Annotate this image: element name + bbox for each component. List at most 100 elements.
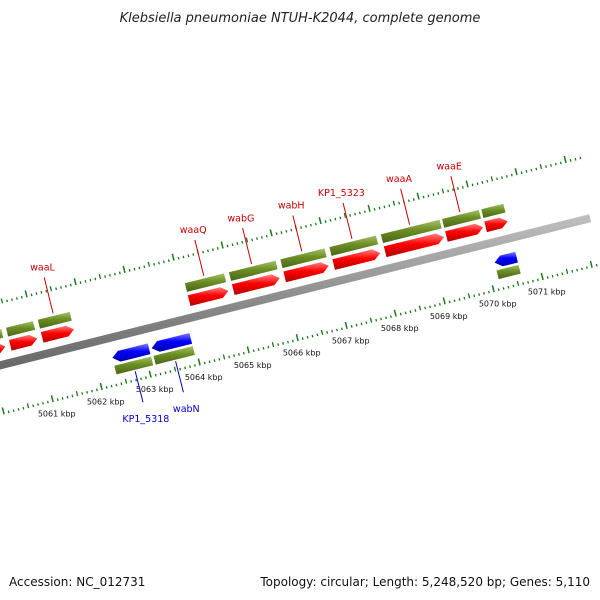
outer-tick [343,212,347,219]
inner-tick [242,351,245,355]
gene-bar[interactable] [442,209,481,228]
gene-bar[interactable] [6,321,36,337]
inner-tick [148,370,152,378]
gene-bar[interactable] [329,235,379,256]
outer-tick [24,290,28,298]
inner-tick [581,267,583,271]
outer-tick [471,183,474,187]
inner-tick [344,321,348,329]
outer-tick [481,181,484,184]
inner-tick [154,373,157,377]
outer-tick [545,165,548,168]
inner-tick [389,315,392,318]
gene-label[interactable]: wabG [227,213,254,224]
cds-reverse-arrow[interactable] [112,343,151,362]
inner-tick [527,280,530,284]
outer-tick [73,278,77,286]
outer-tick [79,281,82,284]
outer-tick [441,188,445,194]
cds-forward-arrow[interactable] [332,249,381,270]
outer-tick [202,250,205,254]
gene-label-leader [342,202,353,240]
inner-tick [56,398,59,402]
gene-labels: KP1_5316waaLKP1_5318wabNwaaQwabGwabHKP1_… [30,161,462,425]
inner-tick [246,346,250,354]
outer-tick [226,244,229,248]
gene-bar[interactable] [184,273,227,292]
kbp-tick-label: 5067 kbp [332,336,370,345]
cds-forward-arrow[interactable] [383,233,444,258]
outer-tick [525,170,528,173]
cds-forward-arrow[interactable] [231,274,280,295]
inner-tick [105,386,108,389]
gene-label[interactable]: wabN [173,404,200,415]
inner-tick [399,312,402,316]
inner-tick [478,293,481,296]
inner-tick [483,291,485,295]
outer-tick [231,243,234,247]
cds-reverse-arrow[interactable] [494,251,518,267]
inner-tick [355,323,358,327]
gene-label[interactable]: waaL [30,263,55,274]
genome-backbone [0,214,592,370]
inner-tick [487,290,490,294]
gene-label-leader [400,188,411,225]
gene-bar[interactable] [153,346,195,365]
inner-tick [306,335,309,339]
gene-label-leader [292,215,303,252]
gene-bar[interactable] [37,311,72,329]
inner-tick [144,376,147,380]
inner-tick [448,300,451,304]
gene-label[interactable]: wabH [278,201,305,212]
cds-forward-arrow[interactable] [187,287,229,306]
inner-tick [42,401,44,405]
gene-bar[interactable] [481,203,506,218]
inner-tick [512,284,515,288]
inner-tick [218,357,221,361]
gene-bar[interactable] [380,219,442,243]
outer-tick [349,214,352,217]
backbone-track [0,214,592,370]
kbp-tick-label: 5069 kbp [430,312,468,321]
gene-bar[interactable] [228,260,278,281]
gene-bar[interactable] [280,248,327,269]
outer-tick [563,155,567,164]
gene-label[interactable]: KP1_5318 [122,414,169,425]
cds-forward-arrow[interactable] [445,223,484,242]
outer-tick [220,241,224,249]
outer-tick [354,212,356,216]
outer-tick [378,206,381,210]
outer-tick [290,228,293,232]
gene-bar[interactable] [0,329,4,344]
inner-tick [61,397,64,400]
inner-tick [159,372,162,376]
cds-reverse-arrow[interactable] [151,333,193,352]
outer-tick [35,292,38,295]
cds-forward-arrow[interactable] [9,334,38,351]
gene-label-leader [175,361,184,393]
outer-tick [339,216,342,220]
outer-tick [109,273,111,277]
gene-label[interactable]: KP1_5323 [318,188,365,199]
gene-label[interactable]: waaA [386,174,412,185]
outer-tick [437,192,440,195]
outer-tick [324,220,327,223]
gene-bar[interactable] [114,356,154,375]
gene-bar[interactable] [496,264,521,280]
inner-tick [507,285,510,289]
gene-label[interactable]: waaE [436,161,461,172]
inner-tick [95,388,98,392]
outer-tick [314,222,317,226]
map-title: Klebsiella pneumoniae NTUH-K2044, comple… [120,11,481,26]
cds-forward-arrow[interactable] [283,262,329,283]
inner-tick [331,329,334,333]
cds-forward-arrow[interactable] [0,343,6,359]
inner-tick [458,298,461,301]
cds-forward-arrow[interactable] [40,325,74,343]
gene-label[interactable]: waaQ [180,225,207,236]
inner-tick [22,406,25,410]
cds-forward-arrow[interactable] [484,217,508,233]
inner-tick [551,274,554,278]
inner-tick [99,382,103,391]
